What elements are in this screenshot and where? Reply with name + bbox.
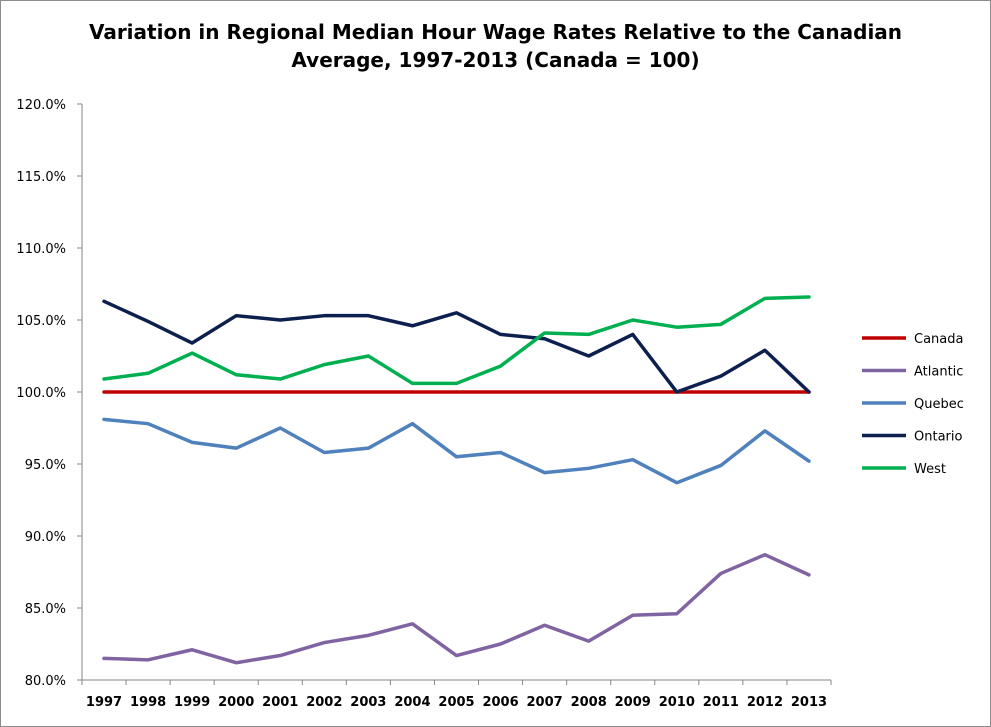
chart-title-line-2: Average, 1997-2013 (Canada = 100) xyxy=(291,48,700,72)
x-tick-label: 2001 xyxy=(262,695,298,710)
y-tick-label: 90.0% xyxy=(25,530,66,545)
x-tick-label: 2002 xyxy=(306,695,342,710)
y-tick-label: 120.0% xyxy=(16,98,66,113)
y-tick-label: 80.0% xyxy=(25,674,66,689)
x-tick-label: 2007 xyxy=(527,695,563,710)
y-axis-ticks: 80.0% 85.0% 90.0% 95.0% 100.0% 105.0% 110.0% 11… xyxy=(16,98,82,689)
y-tick-label: 110.0% xyxy=(16,242,66,257)
series-line-quebec xyxy=(102,417,811,485)
x-tick-label: 2013 xyxy=(791,695,827,710)
legend-label: Quebec xyxy=(914,397,964,412)
legend-item-quebec: Quebec xyxy=(862,397,964,412)
legend-item-ontario: Ontario xyxy=(862,430,962,445)
legend-item-canada: Canada xyxy=(862,332,963,347)
chart-title: Variation in Regional Median Hour Wage R… xyxy=(0,18,991,74)
series-line-ontario xyxy=(102,299,811,394)
legend: Canada Atlantic Quebec Ontario West xyxy=(862,332,964,477)
legend-label: Ontario xyxy=(914,430,962,445)
legend-label: West xyxy=(914,462,946,477)
legend-item-west: West xyxy=(862,462,946,477)
legend-label: Canada xyxy=(914,332,963,347)
x-tick-label: 2004 xyxy=(394,695,430,710)
legend-label: Atlantic xyxy=(914,365,963,380)
y-tick-label: 100.0% xyxy=(16,386,66,401)
y-tick-label: 85.0% xyxy=(25,602,66,617)
series-line-atlantic xyxy=(102,552,811,665)
x-axis-ticks: 1997 1998 1999 2000 2001 2002 2003 2004 2005 2006… xyxy=(81,680,832,710)
x-tick-label: 1998 xyxy=(130,695,166,710)
x-tick-label: 2010 xyxy=(659,695,695,710)
series-line-west xyxy=(102,295,811,386)
x-tick-label: 2006 xyxy=(482,695,518,710)
x-tick-label: 1997 xyxy=(86,695,122,710)
x-tick-label: 1999 xyxy=(174,695,210,710)
legend-item-atlantic: Atlantic xyxy=(862,365,963,380)
x-tick-label: 2012 xyxy=(747,695,783,710)
y-tick-label: 105.0% xyxy=(16,314,66,329)
y-tick-label: 95.0% xyxy=(25,458,66,473)
series-lines xyxy=(102,295,811,665)
x-tick-label: 2005 xyxy=(438,695,474,710)
y-tick-label: 115.0% xyxy=(16,170,66,185)
x-tick-label: 2003 xyxy=(350,695,386,710)
x-tick-label: 2008 xyxy=(571,695,607,710)
x-tick-label: 2000 xyxy=(218,695,254,710)
chart-title-line-1: Variation in Regional Median Hour Wage R… xyxy=(88,20,903,44)
x-tick-label: 2011 xyxy=(703,695,739,710)
x-tick-label: 2009 xyxy=(615,695,651,710)
